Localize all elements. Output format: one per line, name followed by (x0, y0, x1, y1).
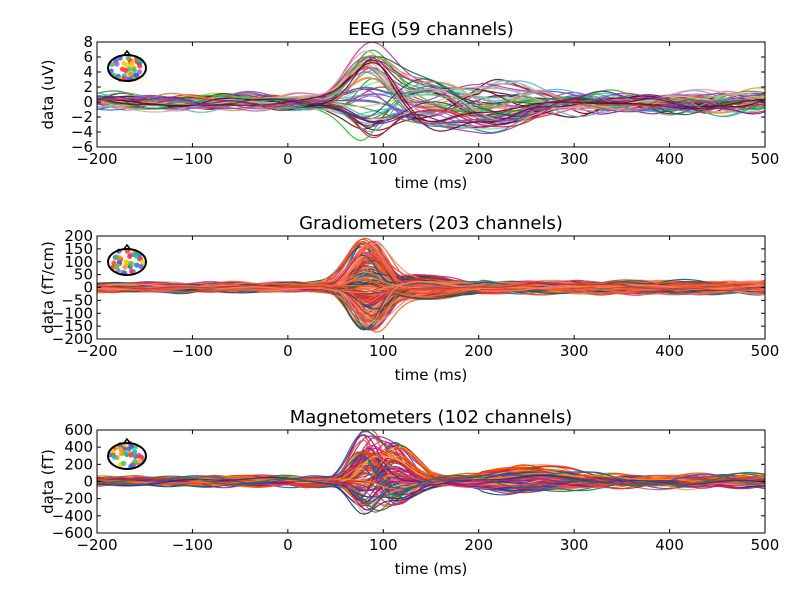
x-tick-label: 300 (560, 150, 589, 168)
x-tick-label: −200 (76, 150, 117, 168)
y-tick-label: 100 (64, 253, 93, 271)
sensor-topomap-inset (107, 49, 147, 83)
y-tick-label: −150 (52, 317, 93, 335)
y-tick-label: 6 (83, 48, 93, 66)
channel-trace (97, 65, 765, 122)
channel-trace (97, 87, 765, 125)
y-tick-label: 2 (83, 78, 93, 96)
y-tick-label: −200 (52, 490, 93, 508)
x-tick-label: −100 (172, 150, 213, 168)
x-tick-label: 500 (751, 536, 780, 554)
y-tick-label: 200 (64, 455, 93, 473)
channel-trace (97, 58, 765, 132)
panel-2: −200 −100 0 100 200 300 400 500−200−150−100−500… (39, 213, 779, 384)
x-tick-label: −100 (172, 536, 213, 554)
traces (97, 42, 765, 142)
y-tick-label: −200 (52, 330, 93, 348)
y-tick-label: 50 (74, 266, 93, 284)
x-axis-label: time (ms) (395, 366, 468, 384)
x-tick-label: 0 (283, 536, 293, 554)
y-tick-label: 8 (83, 33, 93, 51)
channel-trace (97, 58, 765, 114)
y-tick-label: −2 (71, 108, 93, 126)
plot-frame (96, 41, 766, 148)
x-tick-label: 100 (369, 342, 398, 360)
panel-title: Magnetometers (102 channels) (290, 407, 573, 428)
channel-trace (97, 455, 765, 490)
y-tick-label: −6 (71, 138, 93, 156)
channel-trace (97, 90, 765, 131)
traces (97, 430, 765, 515)
y-tick-label: −50 (61, 291, 93, 309)
channel-trace (97, 282, 765, 317)
y-tick-label: −4 (71, 123, 93, 141)
y-tick-label: 4 (83, 63, 93, 81)
x-tick-label: 100 (369, 536, 398, 554)
x-tick-label: 500 (751, 342, 780, 360)
y-tick-label: −100 (52, 304, 93, 322)
x-tick-label: 400 (655, 150, 684, 168)
channel-trace (97, 279, 765, 304)
y-tick-label: 0 (83, 93, 93, 111)
x-axis-label: time (ms) (395, 560, 468, 578)
panel-title: EEG (59 channels) (348, 19, 514, 40)
channel-trace (97, 281, 765, 294)
channel-trace (97, 97, 765, 139)
sensor-topomap-inset (107, 243, 147, 276)
x-tick-label: 300 (560, 342, 589, 360)
y-tick-label: 0 (83, 279, 93, 297)
y-tick-label: 150 (64, 240, 93, 258)
y-axis-label: data (fT/cm) (39, 241, 57, 334)
channel-trace (97, 78, 765, 118)
y-tick-label: 200 (64, 227, 93, 245)
x-tick-label: 100 (369, 150, 398, 168)
x-axis-label: time (ms) (395, 174, 468, 192)
channel-trace (97, 61, 765, 123)
x-tick-label: −200 (76, 342, 117, 360)
y-axis-label: data (uV) (39, 59, 57, 129)
panel-3: −200 −100 0 100 200 300 400 500−600−400−2000200… (39, 407, 779, 578)
x-tick-label: 0 (283, 342, 293, 360)
y-tick-label: 600 (64, 421, 93, 439)
channel-trace (97, 282, 765, 319)
x-tick-label: 400 (655, 536, 684, 554)
channel-trace (97, 90, 765, 126)
x-tick-label: −100 (172, 342, 213, 360)
y-tick-label: 0 (83, 473, 93, 491)
x-tick-label: 200 (464, 342, 493, 360)
y-tick-label: 400 (64, 438, 93, 456)
panel-title: Gradiometers (203 channels) (299, 213, 563, 234)
y-axis-label: data (fT) (39, 449, 57, 514)
x-tick-label: 0 (283, 150, 293, 168)
channel-trace (97, 471, 765, 503)
x-tick-label: −200 (76, 536, 117, 554)
traces (97, 237, 765, 333)
x-tick-label: 300 (560, 536, 589, 554)
x-tick-label: 400 (655, 342, 684, 360)
channel-trace (97, 474, 765, 515)
x-tick-label: 200 (464, 150, 493, 168)
x-tick-label: 500 (751, 150, 780, 168)
y-tick-label: −400 (52, 507, 93, 525)
y-tick-label: −600 (52, 524, 93, 542)
sensor-topomap-inset (107, 437, 147, 470)
x-tick-label: 200 (464, 536, 493, 554)
